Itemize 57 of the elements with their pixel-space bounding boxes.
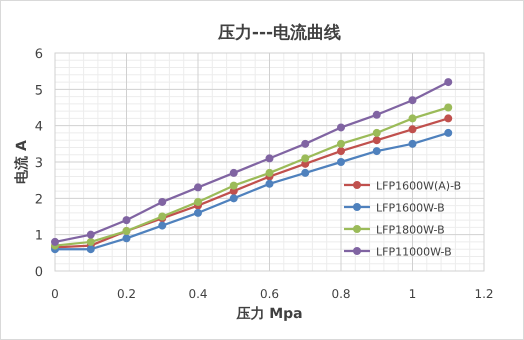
- point: [194, 183, 202, 192]
- x-axis-title: 压力 Mpa: [235, 306, 303, 322]
- point: [337, 140, 345, 148]
- point: [122, 216, 130, 224]
- point: [266, 180, 274, 188]
- point: [122, 234, 130, 242]
- point: [372, 147, 381, 156]
- y-tick-label: 2: [34, 192, 43, 208]
- point: [444, 78, 452, 86]
- point: [408, 125, 416, 134]
- x-tick-label: 0.2: [116, 287, 136, 301]
- legend-label: LFP11000W-B: [376, 246, 452, 258]
- point: [372, 128, 381, 137]
- x-tick-label: 1.2: [474, 287, 494, 301]
- point: [86, 245, 95, 254]
- point: [158, 198, 166, 206]
- y-tick-label: 3: [34, 156, 43, 171]
- x-tick-label: 0.8: [331, 287, 351, 301]
- point: [230, 194, 238, 202]
- chart-title: 压力---电流曲线: [216, 23, 342, 43]
- point: [444, 128, 452, 137]
- point: [444, 114, 452, 122]
- point: [372, 110, 381, 119]
- point: [301, 168, 310, 177]
- point: [408, 140, 416, 148]
- point: [408, 96, 416, 104]
- point: [230, 182, 238, 190]
- x-tick-label: 0.6: [260, 287, 280, 301]
- point: [266, 154, 274, 162]
- x-tick-label: 0.4: [188, 287, 208, 301]
- point: [337, 147, 345, 156]
- point: [372, 136, 381, 144]
- point: [301, 140, 310, 148]
- y-axis-title: 电流 A: [13, 140, 30, 184]
- point: [194, 208, 202, 217]
- point: [337, 123, 345, 132]
- point: [337, 158, 345, 166]
- x-tick-label: 1: [408, 287, 416, 301]
- point: [51, 238, 59, 246]
- x-tick-label: 0: [51, 287, 59, 301]
- point: [230, 168, 238, 177]
- point: [158, 222, 166, 230]
- point: [444, 104, 452, 112]
- y-tick-label: 0: [34, 265, 43, 280]
- legend-label: LFP1600W-B: [376, 202, 445, 214]
- y-tick-label: 6: [34, 47, 43, 62]
- point: [194, 198, 202, 206]
- y-tick-label: 4: [34, 120, 43, 135]
- point: [266, 168, 274, 177]
- legend-label: LFP1800W-B: [376, 224, 445, 236]
- y-tick-label: 5: [34, 83, 43, 98]
- point: [86, 238, 95, 246]
- legend-label: LFP1600W(A)-B: [376, 180, 462, 192]
- point: [301, 154, 310, 162]
- point: [408, 114, 416, 122]
- y-tick-label: 1: [34, 228, 43, 244]
- point: [86, 230, 95, 239]
